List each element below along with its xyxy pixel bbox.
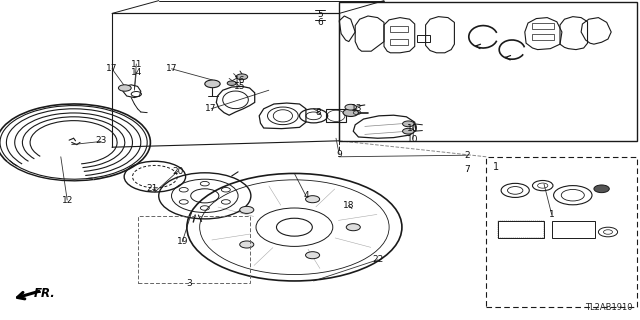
Text: 14: 14 — [131, 68, 142, 76]
Circle shape — [345, 104, 356, 110]
Circle shape — [205, 80, 220, 88]
Text: FR.: FR. — [33, 287, 55, 300]
Text: 2: 2 — [465, 151, 470, 160]
Circle shape — [403, 121, 414, 127]
Text: 17: 17 — [205, 104, 217, 113]
Circle shape — [403, 128, 414, 134]
Text: 8: 8 — [316, 108, 321, 116]
Text: 21: 21 — [147, 184, 158, 193]
Text: 22: 22 — [372, 255, 383, 264]
Circle shape — [240, 206, 254, 213]
Circle shape — [305, 252, 319, 259]
Circle shape — [305, 196, 319, 203]
Text: 19: 19 — [177, 237, 188, 246]
Text: TL2AB1910: TL2AB1910 — [585, 303, 632, 312]
Text: 6: 6 — [317, 18, 323, 27]
Text: 23: 23 — [95, 136, 107, 145]
Text: 20: 20 — [172, 167, 184, 176]
Text: 15: 15 — [234, 82, 246, 91]
Text: 18: 18 — [343, 201, 355, 210]
Text: 5: 5 — [317, 10, 323, 19]
Text: 7: 7 — [465, 165, 470, 174]
Text: 1: 1 — [549, 210, 554, 219]
Circle shape — [227, 81, 236, 85]
Text: 4: 4 — [303, 191, 308, 200]
Text: 16: 16 — [234, 76, 246, 84]
Text: 3: 3 — [186, 279, 191, 288]
Text: 11: 11 — [131, 60, 142, 68]
Circle shape — [236, 74, 248, 80]
Circle shape — [343, 109, 358, 116]
Text: 12: 12 — [61, 196, 73, 204]
Text: 9: 9 — [337, 150, 342, 159]
Circle shape — [240, 241, 254, 248]
Text: 17: 17 — [166, 64, 177, 73]
Text: 10: 10 — [407, 135, 419, 144]
Circle shape — [594, 185, 609, 193]
Text: 13: 13 — [351, 104, 363, 113]
Text: 10: 10 — [407, 124, 419, 133]
Text: 1: 1 — [493, 162, 499, 172]
Circle shape — [118, 85, 131, 91]
Text: 17: 17 — [106, 64, 118, 73]
Circle shape — [346, 224, 360, 231]
